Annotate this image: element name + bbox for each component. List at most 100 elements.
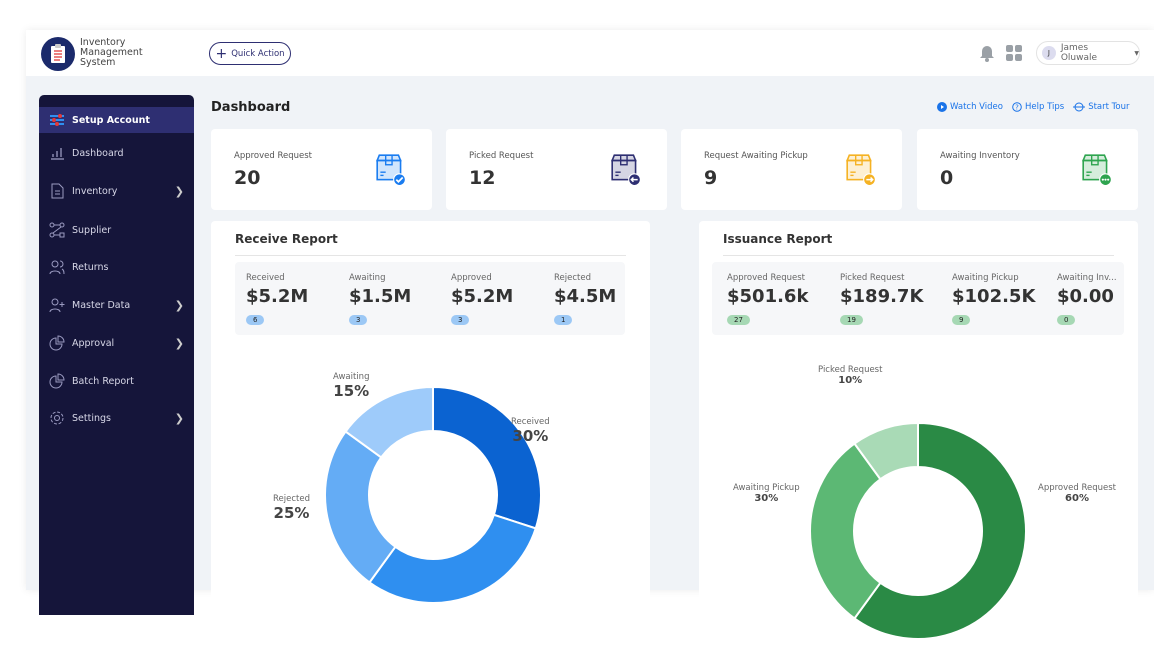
sidebar-item-inventory[interactable]: Inventory ❯ [39,178,194,204]
chevron-right-icon: ❯ [174,411,184,425]
sidebar-item-label: Master Data [72,299,131,311]
box-arrow-left-icon [611,154,641,186]
user-name: James Oluwale [1060,43,1098,63]
stat-card: Picked Request 12 [446,129,667,210]
label-awaiting: Awaiting 15% [333,372,370,400]
stat-card: Awaiting Inventory 0 [917,129,1138,210]
summary-value: $102.5K [952,286,1036,307]
issuance-summary: Approved Request $501.6k 27 Picked Request $… [712,262,1124,335]
sidebar-item-label: Batch Report [72,375,134,387]
summary-label: Picked Request [840,273,905,283]
card-label: Awaiting Inventory [940,151,1020,161]
box-check-icon [376,154,406,186]
help-links: Watch Video ? Help Tips Start Tour [937,102,1129,112]
app: Inventory Management System + Quick Actio… [26,30,1154,640]
summary-value: $189.7K [840,286,924,307]
help-icon: ? [1012,102,1022,112]
summary-label: Approved [451,273,492,283]
caret-down-icon: ▼ [1134,49,1139,57]
sidebar: Setup Account Dashboard Inventory ❯ Supplier… [39,95,194,615]
count-badge: 19 [840,315,863,325]
pie-icon [49,335,65,351]
card-value: 9 [704,167,718,189]
donut-slice-awaiting[interactable] [344,385,434,459]
count-badge: 3 [451,315,470,325]
sidebar-item-label: Inventory [72,185,118,197]
summary-value: $5.2M [246,286,309,307]
sidebar-item-label: Dashboard [72,147,124,159]
bell-icon[interactable] [978,44,996,62]
issuance-donut-chart [809,421,1027,640]
card-label: Picked Request [469,151,534,161]
sidebar-item-master-data[interactable]: Master Data ❯ [39,292,194,318]
link-label: Watch Video [950,102,1003,112]
sidebar-item-label: Returns [72,261,109,273]
receive-donut-chart [324,385,542,604]
summary-item: Awaiting $1.5M 3 [349,273,411,326]
sidebar-item-approval[interactable]: Approval ❯ [39,330,194,356]
receive-summary: Received $5.2M 6 Awaiting $1.5M 3 Approved $5.2… [235,262,625,335]
user-menu[interactable]: J James Oluwale ▼ [1036,41,1140,65]
summary-item: Received $5.2M 6 [246,273,308,326]
box-more-icon [1082,154,1112,186]
count-badge: 9 [952,315,971,325]
app-logo[interactable] [41,37,75,71]
label-awaiting-pickup: Awaiting Pickup 30% [733,483,800,504]
summary-label: Rejected [554,273,591,283]
donut-slice-received[interactable] [432,385,542,530]
sidebar-item-batch-report[interactable]: Batch Report [39,368,194,394]
pie-icon [49,373,65,389]
donut-slice-picked-request[interactable] [853,421,919,481]
play-icon [937,102,947,112]
start-tour-link[interactable]: Start Tour [1073,102,1129,112]
app-name: Inventory Management System [80,37,143,68]
label-approved-request: Approved Request 60% [1038,483,1116,504]
sidebar-item-settings[interactable]: Settings ❯ [39,405,194,431]
sidebar-item-label: Approval [72,337,115,349]
panel-title: Receive Report [235,232,338,246]
plus-icon: + [215,45,228,62]
stat-card: Request Awaiting Pickup 9 [681,129,902,210]
count-badge: 6 [246,315,265,325]
donut-slice-1[interactable] [368,513,537,604]
apps-grid-icon[interactable] [1005,44,1023,62]
help-tips-link[interactable]: ? Help Tips [1012,102,1064,112]
users-icon [49,259,65,275]
summary-item: Awaiting Pickup $102.5K 9 [952,273,1035,326]
document-icon [49,183,65,199]
card-value: 0 [940,167,954,189]
gear-icon [49,410,65,426]
card-label: Request Awaiting Pickup [704,151,808,161]
summary-item: Approved Request $501.6k 27 [727,273,808,326]
quick-action-label: Quick Action [231,48,285,59]
quick-action-button[interactable]: + Quick Action [209,42,291,65]
summary-item: Approved $5.2M 3 [451,273,513,326]
sliders-icon [49,112,65,128]
summary-value: $1.5M [349,286,412,307]
svg-text:?: ? [1015,104,1019,112]
summary-label: Approved Request [727,273,805,283]
summary-label: Awaiting Pickup [952,273,1019,283]
card-value: 20 [234,167,261,189]
count-badge: 27 [727,315,750,325]
chevron-right-icon: ❯ [174,336,184,350]
sidebar-item-setup-account[interactable]: Setup Account [39,107,194,133]
receive-report-panel: Receive Report Received $5.2M 6 Awaiting $1.… [211,221,650,621]
sidebar-item-returns[interactable]: Returns [39,254,194,280]
sidebar-item-supplier[interactable]: Supplier [39,217,194,243]
summary-item: Picked Request $189.7K 19 [840,273,923,326]
flow-icon [49,222,65,238]
panel-title: Issuance Report [723,232,833,246]
sidebar-item-label: Setup Account [72,114,150,126]
count-badge: 3 [349,315,368,325]
summary-value: $501.6k [727,286,809,307]
label-picked-request: Picked Request 10% [818,365,883,386]
chevron-right-icon: ❯ [174,184,184,198]
stat-card: Approved Request 20 [211,129,432,210]
watch-video-link[interactable]: Watch Video [937,102,1003,112]
sidebar-item-dashboard[interactable]: Dashboard [39,140,194,166]
sidebar-item-label: Settings [72,412,111,424]
count-badge: 1 [554,315,573,325]
donut-slice-awaiting-pickup[interactable] [809,442,882,620]
avatar: J [1042,46,1056,60]
